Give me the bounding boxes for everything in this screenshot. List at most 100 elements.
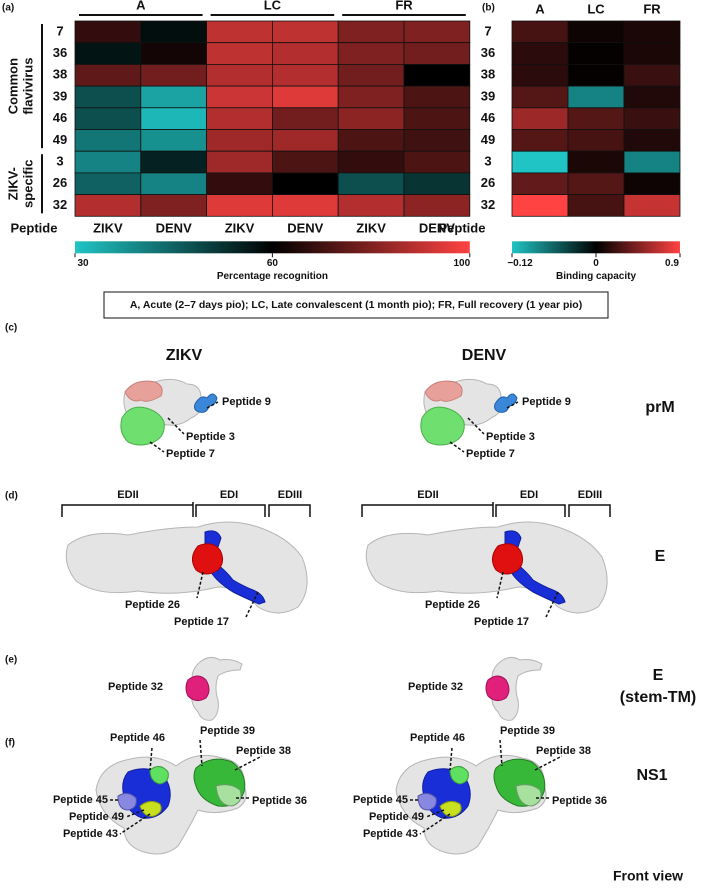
heat-cell: [511, 150, 569, 174]
heat-cell: [337, 20, 405, 44]
peptide-label: Peptide 9: [522, 396, 571, 408]
structures: Peptide 9 Peptide 3 Peptide 7 EDII EDI E…: [53, 378, 311, 855]
heat-cell: [567, 129, 625, 152]
virus-title: ZIKV: [166, 347, 203, 364]
legend-box: [103, 291, 609, 319]
virus-title: DENV: [462, 347, 507, 364]
heat-cell: [511, 194, 569, 217]
colorbar-tick-label: 0.9: [665, 258, 679, 269]
peptide-label: Peptide 26: [125, 599, 180, 611]
column-label: LC: [587, 1, 605, 16]
heat-cell: [623, 85, 681, 109]
group-label: A: [136, 0, 146, 12]
panel-label: (c): [5, 323, 17, 334]
heat-cell: [337, 64, 405, 87]
row-group-label: specific: [20, 160, 35, 208]
heat-cell: [271, 194, 339, 217]
heat-cell: [403, 107, 471, 130]
heat-cell: [74, 85, 142, 109]
peptide-label: Peptide 36: [252, 795, 307, 807]
protein-label: NS1: [636, 767, 667, 784]
row-label: 3: [56, 153, 63, 168]
protein-label: prM: [645, 399, 674, 416]
heat-cell: [74, 64, 142, 87]
row-group-label: ZIKV-: [5, 167, 20, 200]
row-label: 39: [481, 88, 495, 103]
row-label: 49: [53, 132, 67, 147]
colorbar-tick-label: 100: [453, 258, 470, 269]
peptide-label: Peptide 46: [410, 732, 465, 744]
heatmaps: 7 36 38 39 46 49 3 26 32 Peptide ZIKV DENV ZIKV DENV Z…: [5, 0, 681, 282]
heat-cell: [74, 129, 142, 152]
peptide-label: Peptide 39: [500, 725, 555, 737]
heat-cell: [623, 20, 681, 44]
heat-cell: [140, 107, 208, 130]
group-label: LC: [264, 0, 282, 12]
peptide-label: Peptide 9: [222, 396, 271, 408]
heat-cell: [567, 172, 625, 195]
peptide-label: Peptide 45: [353, 794, 408, 806]
column-label: A: [535, 1, 545, 16]
domain-label: EDIII: [278, 489, 302, 501]
row-label: 36: [53, 45, 67, 60]
heat-cell: [337, 150, 405, 174]
heat-cell: [511, 64, 569, 87]
row-label: 39: [53, 88, 67, 103]
heat-cell: [403, 20, 471, 44]
heat-cell: [140, 129, 208, 152]
heat-cell: [623, 172, 681, 195]
heat-cell: [403, 129, 471, 152]
peptide-label: Peptide 45: [53, 794, 108, 806]
peptide-label: Peptide 49: [369, 811, 424, 823]
panel-label: (e): [5, 655, 17, 666]
heat-cell: [206, 64, 273, 87]
column-label: ZIKV: [356, 221, 386, 236]
heat-cell: [403, 150, 471, 174]
peptide-label: Peptide 32: [408, 681, 463, 693]
colorbar-tick-label: −0.12: [507, 258, 533, 269]
peptide-label: Peptide 17: [474, 616, 529, 628]
row-group-label: flavivirus: [20, 58, 35, 115]
peptide-label: Peptide 38: [536, 745, 591, 757]
heat-cell: [140, 85, 208, 109]
peptide-label: Peptide 26: [425, 599, 480, 611]
heat-cell: [623, 150, 681, 174]
colorbar-label: Binding capacity: [556, 271, 636, 282]
heat-cell: [140, 64, 208, 87]
peptide-label: Peptide 49: [69, 811, 124, 823]
heat-cell: [337, 194, 405, 217]
heat-cell: [271, 42, 339, 65]
domain-label: EDI: [520, 489, 538, 501]
row-label: 7: [56, 23, 63, 38]
colorbar-label: Percentage recognition: [217, 271, 328, 282]
row-label: 32: [481, 197, 495, 212]
peptide-label: Peptide 3: [186, 431, 235, 443]
row-label: 46: [53, 110, 67, 125]
heat-cell: [567, 85, 625, 109]
heat-cell: [511, 172, 569, 195]
heat-cell: [403, 42, 471, 65]
domain-label: EDI: [220, 489, 238, 501]
heat-cell: [74, 20, 142, 44]
peptide-label: Peptide 7: [466, 448, 515, 460]
protein-label: E: [655, 548, 666, 565]
column-label: DENV: [419, 221, 455, 236]
row-label: 26: [53, 175, 67, 190]
peptide-label: Peptide 7: [166, 448, 215, 460]
column-label: DENV: [156, 221, 192, 236]
heat-cell: [567, 64, 625, 87]
heat-cell: [271, 172, 339, 195]
row-label: 36: [481, 45, 495, 60]
peptide-label: Peptide 32: [108, 681, 163, 693]
domain-label: EDII: [417, 489, 438, 501]
heat-cell: [206, 20, 273, 44]
peptide-label: Peptide 46: [110, 732, 165, 744]
heat-cell: [206, 129, 273, 152]
heat-cell: [567, 150, 625, 174]
protein-label: (stem-TM): [620, 689, 696, 706]
heat-cell: [206, 194, 273, 217]
colorbar-tick-label: 30: [77, 258, 89, 269]
heat-cell: [567, 20, 625, 44]
row-header: Peptide: [11, 221, 58, 236]
